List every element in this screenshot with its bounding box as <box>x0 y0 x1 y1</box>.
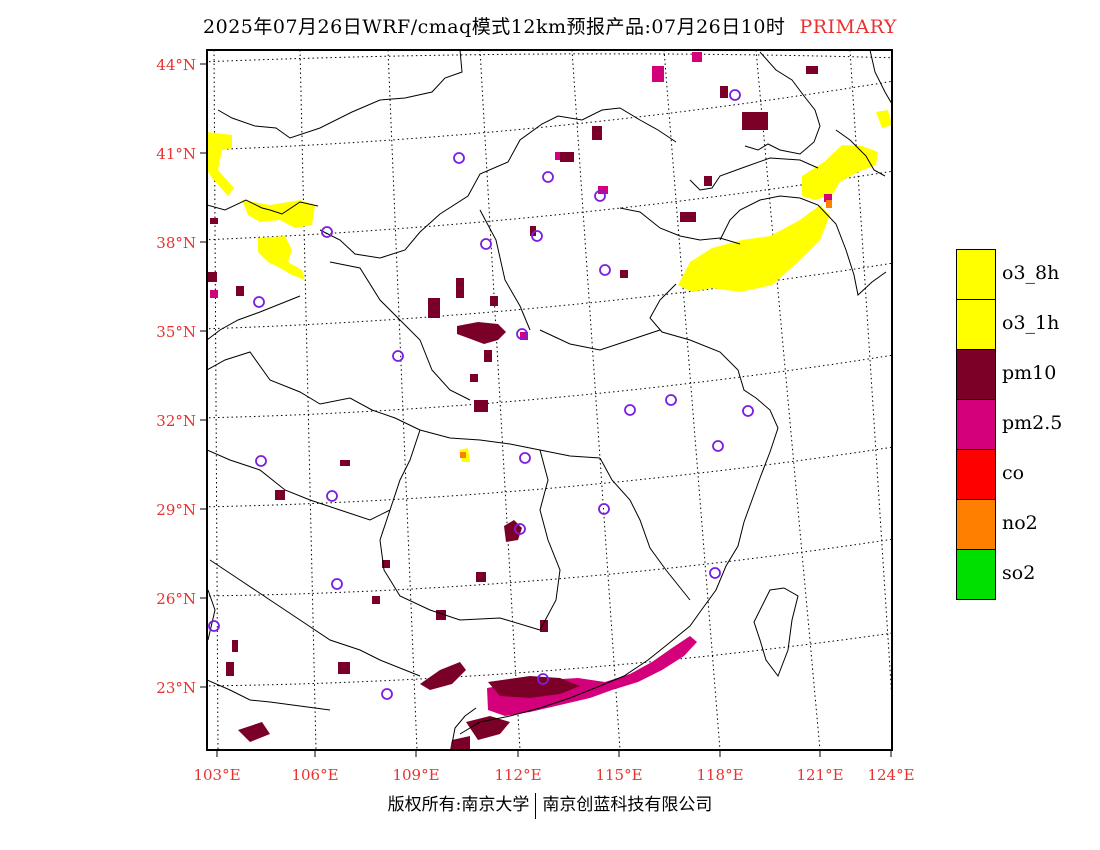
lat-label-44: 44°N <box>156 56 196 74</box>
axis-ticks <box>200 63 892 757</box>
legend-swatch <box>956 449 996 500</box>
primary-tag: PRIMARY <box>799 16 897 38</box>
legend-swatch <box>956 349 996 400</box>
legend-swatch <box>956 549 996 600</box>
legend-label: o3_8h <box>1002 262 1060 284</box>
lat-label-41: 41°N <box>156 145 196 163</box>
pm25-regions <box>210 52 832 716</box>
legend-swatch <box>956 399 996 450</box>
lon-label-103: 103°E <box>193 766 241 784</box>
lat-label-29: 29°N <box>156 501 196 519</box>
lat-label-23: 23°N <box>156 679 196 697</box>
lon-label-118: 118°E <box>696 766 744 784</box>
lat-label-32: 32°N <box>156 412 196 430</box>
copyright-footer: 版权所有:南京大学 南京创蓝科技有限公司 <box>0 790 1100 819</box>
map-title: 2025年07月26日WRF/cmaq模式12km预报产品:07月26日10时 P… <box>0 12 1100 39</box>
pm10-regions <box>207 66 818 750</box>
title-text: 2025年07月26日WRF/cmaq模式12km预报产品:07月26日10时 <box>203 16 786 38</box>
lat-label-26: 26°N <box>156 590 196 608</box>
map-frame <box>206 49 893 751</box>
stations <box>208 89 754 700</box>
lat-label-38: 38°N <box>156 234 196 252</box>
lat-label-35: 35°N <box>156 323 196 341</box>
lon-label-109: 109°E <box>392 766 440 784</box>
legend-label: no2 <box>1002 512 1038 534</box>
lon-label-121: 121°E <box>796 766 844 784</box>
legend-swatch <box>956 249 996 300</box>
map-content <box>207 50 892 750</box>
legend-label: co <box>1002 462 1025 484</box>
o3-regions <box>207 110 892 462</box>
legend-label: pm10 <box>1002 362 1057 384</box>
boundaries <box>207 50 892 745</box>
legend-swatch <box>956 499 996 550</box>
footer-divider <box>535 792 537 819</box>
graticule <box>207 50 892 750</box>
lon-label-106: 106°E <box>291 766 339 784</box>
copyright-right: 南京创蓝科技有限公司 <box>542 795 713 815</box>
lon-label-112: 112°E <box>494 766 542 784</box>
lon-label-124: 124°E <box>867 766 915 784</box>
co-regions <box>460 200 832 458</box>
legend-label: pm2.5 <box>1002 412 1063 434</box>
lon-label-115: 115°E <box>595 766 643 784</box>
copyright-left: 版权所有:南京大学 <box>387 795 530 815</box>
legend-label: so2 <box>1002 562 1036 584</box>
legend-label: o3_1h <box>1002 312 1060 334</box>
legend-swatch <box>956 299 996 350</box>
